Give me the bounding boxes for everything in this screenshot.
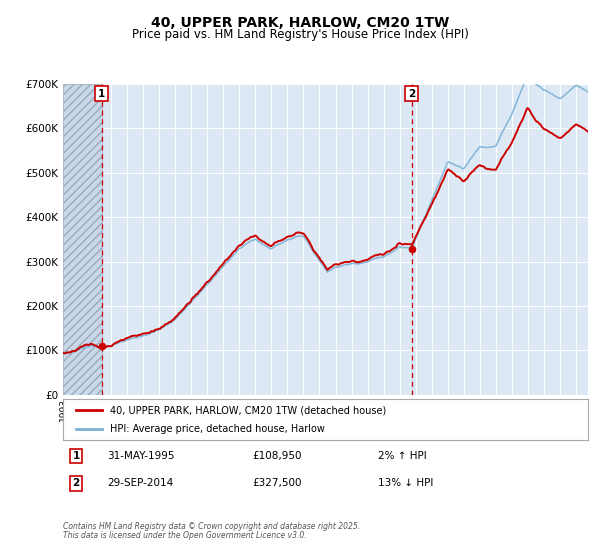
Bar [63, 84, 101, 395]
Text: 2: 2 [73, 478, 80, 488]
Text: This data is licensed under the Open Government Licence v3.0.: This data is licensed under the Open Gov… [63, 531, 307, 540]
Text: 29-SEP-2014: 29-SEP-2014 [107, 478, 174, 488]
Text: £327,500: £327,500 [252, 478, 302, 488]
Text: Price paid vs. HM Land Registry's House Price Index (HPI): Price paid vs. HM Land Registry's House … [131, 28, 469, 41]
Text: £108,950: £108,950 [252, 451, 302, 461]
Text: 2: 2 [408, 88, 415, 99]
Text: Contains HM Land Registry data © Crown copyright and database right 2025.: Contains HM Land Registry data © Crown c… [63, 522, 360, 531]
Text: 40, UPPER PARK, HARLOW, CM20 1TW: 40, UPPER PARK, HARLOW, CM20 1TW [151, 16, 449, 30]
Text: 1: 1 [73, 451, 80, 461]
Text: 40, UPPER PARK, HARLOW, CM20 1TW (detached house): 40, UPPER PARK, HARLOW, CM20 1TW (detach… [110, 405, 386, 415]
Text: 1: 1 [98, 88, 105, 99]
Text: HPI: Average price, detached house, Harlow: HPI: Average price, detached house, Harl… [110, 424, 325, 435]
Text: 31-MAY-1995: 31-MAY-1995 [107, 451, 175, 461]
Text: 2% ↑ HPI: 2% ↑ HPI [378, 451, 427, 461]
Text: 13% ↓ HPI: 13% ↓ HPI [378, 478, 433, 488]
